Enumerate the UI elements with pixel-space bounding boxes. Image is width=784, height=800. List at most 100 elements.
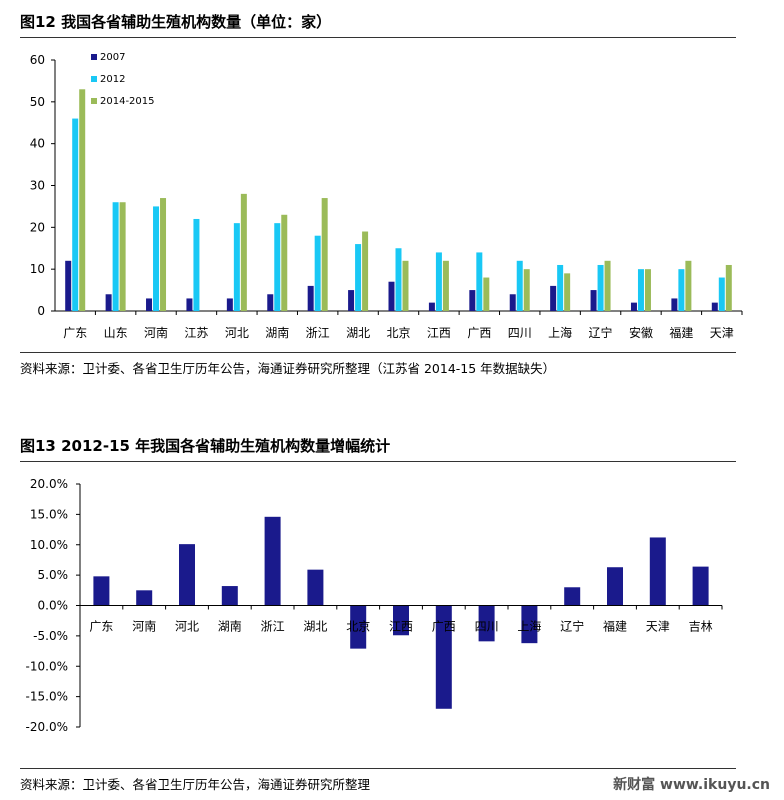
x-tick-label: 河北 [175, 620, 199, 634]
legend-swatch-2012 [91, 76, 97, 82]
bar-2014-2015-江西 [442, 260, 449, 311]
figure12-bar-chart: 0 10 20 30 40 50 60 广东 山东 河南 江苏 河北 湖南 浙江 湖北 北京 江西 广西 四川 上海 辽… [30, 52, 743, 340]
bar-2014-2015-上海 [564, 273, 571, 311]
bar-福建 [607, 567, 623, 606]
figure13-title: 图13 2012-15 年我国各省辅助生殖机构数量增幅统计 [20, 437, 391, 455]
bar-2014-2015-安徽 [644, 269, 651, 311]
bar-江西 [393, 605, 409, 636]
bar-2012-上海 [557, 264, 564, 311]
bar-2012-河北 [233, 223, 240, 311]
bar-2012-河南 [153, 206, 160, 311]
bar-2007-江苏 [186, 298, 193, 311]
x-tick-label: 江苏 [184, 326, 208, 340]
bar-湖南 [221, 586, 238, 606]
y-tick-label: 40 [30, 137, 45, 151]
bar-2014-2015-浙江 [321, 198, 328, 311]
bar-2007-上海 [550, 285, 557, 311]
y-tick-label: -5.0% [33, 629, 68, 643]
x-tick-label: 上海 [548, 325, 572, 340]
bar-2014-2015-广东 [79, 89, 86, 312]
bar-2014-2015-山东 [119, 202, 126, 311]
y-tick-label: 50 [30, 95, 45, 109]
y-tick-label: 5.0% [38, 568, 69, 582]
bar-2007-广东 [65, 260, 72, 311]
bar-浙江 [264, 516, 281, 606]
bar-河南 [136, 590, 153, 606]
bar-2014-2015-天津 [725, 264, 732, 311]
bar-2007-山东 [105, 294, 112, 311]
bar-2014-2015-广西 [483, 277, 490, 311]
bar-2014-2015-北京 [402, 260, 409, 311]
figure13-top-rule [20, 461, 736, 462]
bar-2012-广东 [72, 118, 79, 311]
x-tick-label: 浙江 [306, 326, 330, 340]
bar-2007-湖北 [348, 290, 355, 311]
bar-2007-福建 [671, 298, 678, 311]
legend-label-2014-2015: 2014-2015 [100, 96, 155, 107]
bar-2012-山东 [112, 202, 119, 311]
bar-2014-2015-河北 [240, 193, 247, 311]
x-tick-label: 湖南 [265, 325, 289, 340]
bar-2014-2015-湖南 [281, 214, 288, 311]
legend-label-2007: 2007 [100, 52, 125, 63]
x-tick-label: 天津 [646, 620, 670, 634]
bar-2007-北京 [388, 281, 395, 311]
figure12-source-note: 资料来源：卫计委、各省卫生厅历年公告，海通证券研究所整理（江苏省 2014-15… [20, 361, 556, 376]
figure12-title: 图12 我国各省辅助生殖机构数量（单位：家） [20, 13, 332, 31]
y-tick-label: -10.0% [26, 659, 68, 673]
bar-四川 [478, 605, 495, 642]
bar-吉林 [692, 566, 709, 606]
bar-2012-福建 [678, 269, 685, 311]
y-tick-label: 20 [30, 220, 45, 234]
x-tick-label: 江西 [389, 620, 413, 634]
bar-2012-四川 [516, 260, 523, 311]
bar-2012-广西 [476, 252, 483, 311]
bar-2012-江西 [435, 252, 442, 311]
bar-2007-河南 [146, 298, 153, 311]
x-tick-label: 浙江 [261, 620, 285, 634]
x-tick-label: 四川 [508, 326, 532, 340]
bar-2007-辽宁 [590, 290, 597, 311]
x-tick-label: 吉林 [689, 620, 713, 634]
bar-湖北 [307, 569, 324, 606]
bar-2012-湖南 [274, 223, 281, 311]
figure13-bar-chart: -20.0% -15.0% -10.0% -5.0% 0.0% 5.0% 10.0% 15.0… [26, 477, 723, 734]
bar-2007-天津 [711, 302, 718, 311]
y-tick-label: 20.0% [30, 477, 68, 491]
legend-swatch-2007 [91, 54, 97, 60]
x-tick-label: 北京 [386, 326, 410, 340]
bar-2012-江苏 [193, 218, 200, 311]
x-tick-label: 河南 [132, 619, 156, 634]
x-tick-label: 福建 [669, 325, 693, 340]
bar-2007-河北 [226, 298, 233, 311]
x-tick-label: 湖南 [218, 619, 242, 634]
y-tick-label: 10.0% [30, 538, 68, 552]
legend-label-2012: 2012 [100, 74, 125, 85]
bar-北京 [350, 605, 367, 649]
y-tick-label: 0 [37, 304, 45, 318]
x-tick-label: 辽宁 [560, 619, 584, 634]
bar-2007-江西 [428, 302, 435, 311]
y-tick-label: 0.0% [38, 599, 69, 613]
x-tick-label: 上海 [517, 619, 541, 634]
x-tick-label: 辽宁 [589, 325, 613, 340]
figure13-bottom-rule [20, 768, 736, 769]
y-tick-label: -15.0% [26, 690, 68, 704]
x-tick-label: 山东 [104, 326, 128, 340]
bar-2012-北京 [395, 248, 402, 311]
x-tick-label: 湖北 [303, 619, 327, 634]
bar-天津 [649, 537, 666, 606]
y-tick-label: -20.0% [26, 720, 68, 734]
figure12-top-rule [20, 37, 736, 38]
x-tick-label: 福建 [603, 619, 627, 634]
bar-2014-2015-四川 [523, 269, 530, 311]
x-tick-label: 广西 [432, 620, 456, 634]
x-tick-label: 河北 [225, 326, 249, 340]
x-tick-label: 河南 [144, 325, 168, 340]
bar-2014-2015-福建 [685, 260, 692, 311]
x-tick-label: 北京 [346, 620, 370, 634]
y-tick-label: 30 [30, 179, 45, 193]
legend-swatch-2014-2015 [91, 98, 97, 104]
bar-2014-2015-湖北 [362, 231, 369, 311]
x-tick-label: 天津 [710, 326, 734, 340]
